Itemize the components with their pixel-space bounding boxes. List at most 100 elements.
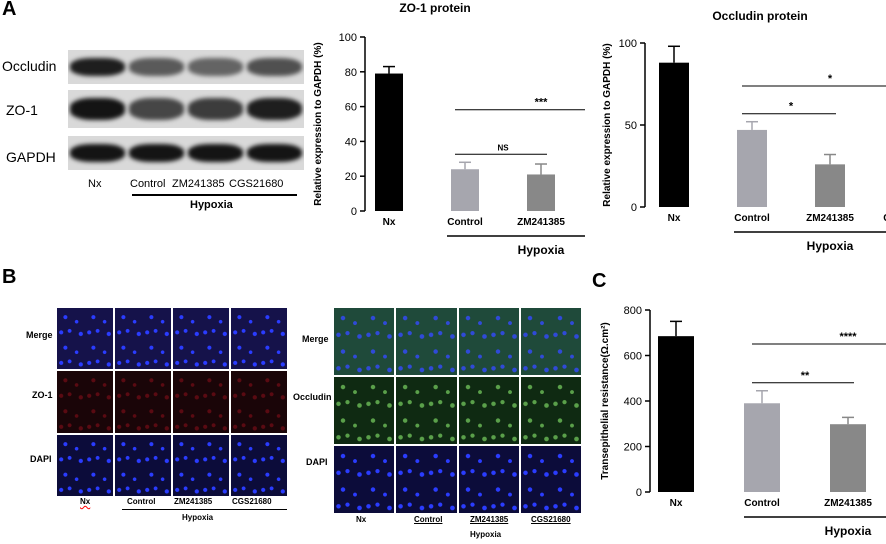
if-image-tile xyxy=(458,377,519,444)
y-tick-label: 50 xyxy=(625,120,637,132)
bar xyxy=(830,424,866,492)
if-row-label: Merge xyxy=(302,334,329,344)
x-tick-label: Nx xyxy=(383,217,396,228)
if-image-tile xyxy=(115,371,171,433)
if-image-grid xyxy=(334,308,581,513)
if-image-tile xyxy=(115,308,171,370)
blot-row-label: Occludin xyxy=(2,58,57,74)
y-tick-label: 0 xyxy=(351,206,357,218)
if-lane-label: Control xyxy=(414,515,443,524)
y-tick-label: 200 xyxy=(624,442,642,454)
blot-band xyxy=(247,98,302,120)
y-tick-label: 600 xyxy=(624,351,642,363)
if-image-tile xyxy=(173,308,229,370)
if-row-label: Occludin xyxy=(293,392,332,402)
blot-band xyxy=(247,58,302,76)
significance-label: * xyxy=(828,73,833,85)
if-image-tile xyxy=(334,377,395,444)
blot-band xyxy=(129,144,184,162)
teer-bar-chart: 0 200 400 600 800 Transepithelial resistance(… xyxy=(600,305,886,538)
significance-label: * xyxy=(789,101,794,113)
blot-strip-gapdh xyxy=(68,136,304,170)
y-tick-label: 800 xyxy=(624,305,642,317)
occludin-bar-chart: Occludin protein 0 50 100 Relative expressio… xyxy=(602,9,886,253)
bar xyxy=(527,174,555,211)
y-tick-label: 80 xyxy=(345,67,357,79)
y-tick-label: 400 xyxy=(624,396,642,408)
bar xyxy=(658,336,694,492)
panel-letter-b: B xyxy=(2,266,17,288)
zo1-bar-chart: ZO-1 protein 0 20 40 60 80 100 Relative express… xyxy=(313,1,585,257)
if-image-tile xyxy=(520,446,581,513)
blot-band xyxy=(129,58,184,76)
if-row-label: DAPI xyxy=(306,457,328,467)
group-label: Hypoxia xyxy=(190,199,233,211)
bar xyxy=(375,73,403,211)
if-image-tile xyxy=(396,377,457,444)
if-image-tile xyxy=(173,371,229,433)
x-tick-label: ZM241385 xyxy=(517,217,565,228)
if-image-tile xyxy=(115,434,171,496)
if-image-tile xyxy=(57,371,113,433)
if-image-tile xyxy=(231,308,287,370)
y-axis-label: Relative expression to GAPDH (%) xyxy=(313,42,324,205)
y-tick-label: 0 xyxy=(631,202,637,214)
if-panel-occludin: Merge Occludin DAPI Nx Control ZM241385 … xyxy=(293,300,590,544)
blot-band xyxy=(70,58,125,76)
y-tick-label: 40 xyxy=(345,136,357,148)
if-lane-label: CGS21680 xyxy=(531,515,571,524)
if-image-tile xyxy=(520,308,581,375)
blot-band xyxy=(188,98,243,120)
y-axis-label: Relative expression to GAPDH (%) xyxy=(602,43,613,206)
significance-label: NS xyxy=(497,143,509,152)
blot-band xyxy=(70,98,125,120)
if-image-tile xyxy=(231,434,287,496)
chart-title: Occludin protein xyxy=(712,9,807,23)
x-tick-label: CGS21680 xyxy=(883,213,886,224)
if-image-tile xyxy=(520,377,581,444)
x-tick-label: Control xyxy=(744,498,780,509)
y-axis-label: Transepithelial resistance(Ω.cm²) xyxy=(600,322,611,480)
group-line xyxy=(132,194,297,196)
x-tick-label: Nx xyxy=(670,498,683,509)
if-image-tile xyxy=(334,308,395,375)
if-image-tile xyxy=(396,446,457,513)
lane-label: ZM241385 xyxy=(172,178,225,190)
blot-strip-occludin xyxy=(68,50,304,84)
significance-label: *** xyxy=(535,97,549,109)
group-label: Hypoxia xyxy=(518,243,565,257)
y-tick-label: 20 xyxy=(345,171,357,183)
blot-band xyxy=(188,144,243,162)
if-lane-label: ZM241385 xyxy=(174,497,213,506)
group-label: Hypoxia xyxy=(807,239,854,253)
y-tick-label: 0 xyxy=(636,487,642,499)
blot-band xyxy=(70,144,125,162)
if-lane-label: CGS21680 xyxy=(232,497,272,506)
y-tick-label: 60 xyxy=(345,102,357,114)
blot-strip-zo1 xyxy=(68,90,304,128)
significance-label: **** xyxy=(839,331,857,343)
if-lane-label: Nx xyxy=(80,497,91,506)
group-label: Hypoxia xyxy=(825,524,872,538)
if-image-tile xyxy=(231,371,287,433)
if-image-tile xyxy=(173,434,229,496)
if-group-label: Hypoxia xyxy=(470,530,502,539)
if-panel-zo1: Merge ZO-1 DAPI Nx Control ZM241385 CGS2… xyxy=(0,300,300,544)
if-row-label: ZO-1 xyxy=(32,390,53,400)
blot-row-label: GAPDH xyxy=(6,149,56,165)
if-image-tile xyxy=(57,308,113,370)
significance-label: ** xyxy=(801,370,810,382)
x-tick-label: Control xyxy=(447,217,483,228)
if-lane-label: ZM241385 xyxy=(470,515,509,524)
if-image-tile xyxy=(57,434,113,496)
if-row-label: Merge xyxy=(26,330,53,340)
bar xyxy=(744,403,780,492)
if-lane-label: Control xyxy=(127,497,156,506)
western-blot: Occludin ZO-1 GAPDH Nx Control ZM241385 … xyxy=(0,0,320,230)
group-line xyxy=(122,509,287,510)
lane-label: Control xyxy=(130,178,166,190)
if-image-tile xyxy=(334,446,395,513)
x-tick-label: Nx xyxy=(668,213,681,224)
blot-band xyxy=(188,58,243,76)
if-image-grid xyxy=(57,308,287,496)
